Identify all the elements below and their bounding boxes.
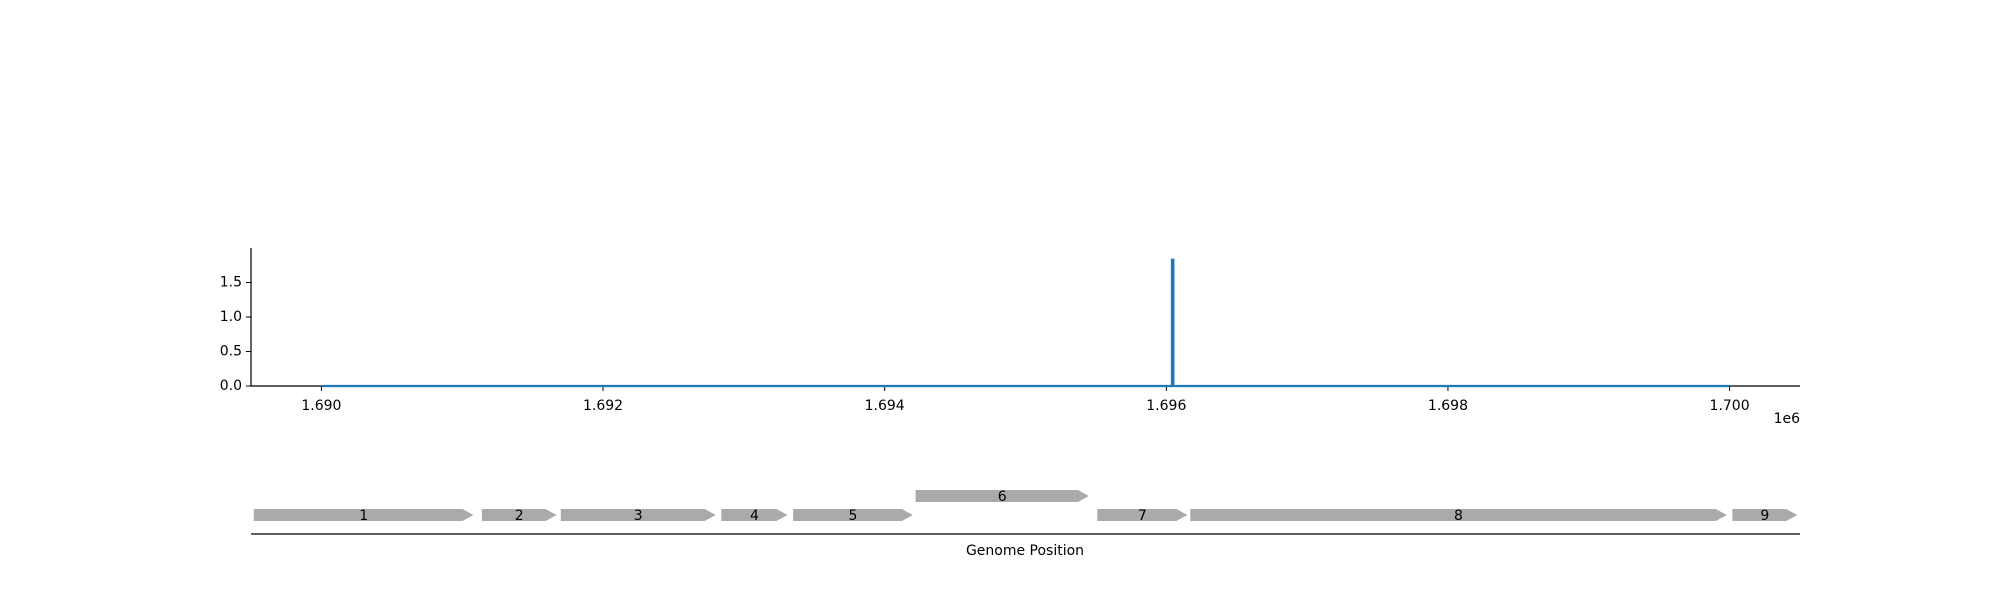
gene-arrow <box>481 509 557 521</box>
y-tick-label: 0.5 <box>220 344 242 360</box>
x-offset-label: 1e6 <box>1774 411 1801 427</box>
signal-line <box>321 258 1730 388</box>
gene-label: 5 <box>849 508 858 524</box>
gene-arrow <box>1097 509 1188 521</box>
gene-arrow <box>253 509 474 521</box>
gene-label: 7 <box>1138 508 1147 524</box>
gene-arrow <box>1190 509 1727 521</box>
gene-label: 8 <box>1454 508 1463 524</box>
y-tick-label: 1.5 <box>220 275 242 291</box>
gene-arrow <box>915 490 1089 502</box>
gene-label: 9 <box>1760 508 1769 524</box>
gene-arrow <box>721 509 788 521</box>
genes: 1 2 3 4 5 6 7 8 9 <box>253 489 1798 524</box>
y-tick-label: 1.0 <box>220 309 242 325</box>
gene-label: 4 <box>750 508 759 524</box>
gene-arrow <box>560 509 716 521</box>
gene-label: 2 <box>515 508 524 524</box>
signal-plot: 1.690 1.692 1.694 1.696 1.698 1.700 0.0 0.5 1.0… <box>220 248 1800 427</box>
x-axis-label: Genome Position <box>966 543 1084 559</box>
gene-label: 1 <box>359 508 368 524</box>
gene-arrow <box>1732 509 1798 521</box>
x-ticks: 1.690 1.692 1.694 1.696 1.698 1.700 <box>301 386 1750 414</box>
gene-label: 6 <box>998 489 1007 505</box>
x-tick-label: 1.690 <box>301 398 341 414</box>
x-tick-label: 1.700 <box>1710 398 1750 414</box>
y-ticks: 0.0 0.5 1.0 1.5 <box>220 275 251 394</box>
gene-arrow <box>793 509 913 521</box>
gene-track: 1 2 3 4 5 6 7 8 9 Genome Position <box>251 489 1800 559</box>
y-tick-label: 0.0 <box>220 378 242 394</box>
x-tick-label: 1.696 <box>1146 398 1186 414</box>
gene-label: 3 <box>634 508 643 524</box>
x-tick-label: 1.694 <box>865 398 905 414</box>
x-tick-label: 1.692 <box>583 398 623 414</box>
x-tick-label: 1.698 <box>1428 398 1468 414</box>
